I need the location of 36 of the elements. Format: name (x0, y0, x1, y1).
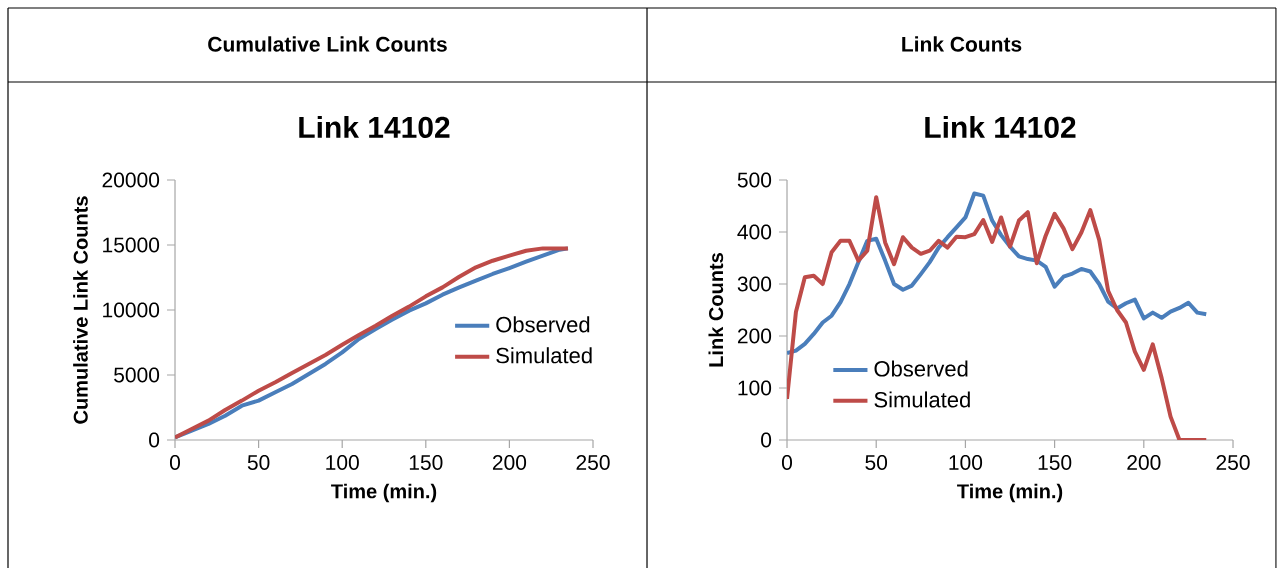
y-tick-label: 400 (737, 224, 772, 240)
x-tick-label: 50 (865, 455, 888, 470)
x-tick-label: 0 (781, 455, 793, 470)
x-axis-title: Time (min.) (331, 483, 437, 503)
chart-subtitle: Link 14102 (925, 115, 1076, 138)
x-tick-label: 150 (1038, 455, 1072, 470)
x-tick-label: 200 (1127, 455, 1161, 470)
chart-title: Cumulative Link Counts (208, 36, 447, 52)
legend-label: Simulated (874, 391, 970, 408)
y-tick-label: 200 (737, 328, 772, 344)
y-tick-label: 100 (738, 380, 772, 396)
chart-title: Link Counts (902, 36, 1022, 52)
x-tick-label: 100 (949, 455, 983, 470)
line-series (787, 191, 1209, 356)
y-tick-label: 0 (149, 432, 160, 448)
x-tick-label: 250 (1216, 455, 1250, 470)
x-tick-label: 0 (169, 455, 181, 470)
legend-label: Observed (874, 360, 968, 377)
y-tick-label: 15000 (103, 237, 160, 253)
y-tick-label: 0 (761, 432, 772, 448)
x-tick-label: 250 (576, 455, 610, 470)
y-tick-label: 5000 (114, 367, 160, 383)
legend-label: Observed (496, 316, 590, 333)
x-tick-label: 100 (326, 455, 359, 470)
y-axis-title: Link Counts (708, 253, 724, 367)
y-tick-label: 10000 (103, 302, 160, 318)
x-tick-label: 200 (492, 455, 527, 470)
y-axis-title: Cumulative Link Counts (73, 196, 88, 424)
y-tick-label: 20000 (102, 172, 160, 188)
chart-subtitle: Link 14102 (299, 115, 450, 138)
legend-label: Simulated (496, 347, 592, 364)
y-tick-label: 300 (737, 276, 772, 292)
x-tick-label: 50 (247, 455, 270, 470)
x-axis-title: Time (min.) (957, 483, 1063, 503)
y-tick-label: 500 (737, 172, 772, 188)
x-tick-label: 150 (409, 455, 443, 470)
